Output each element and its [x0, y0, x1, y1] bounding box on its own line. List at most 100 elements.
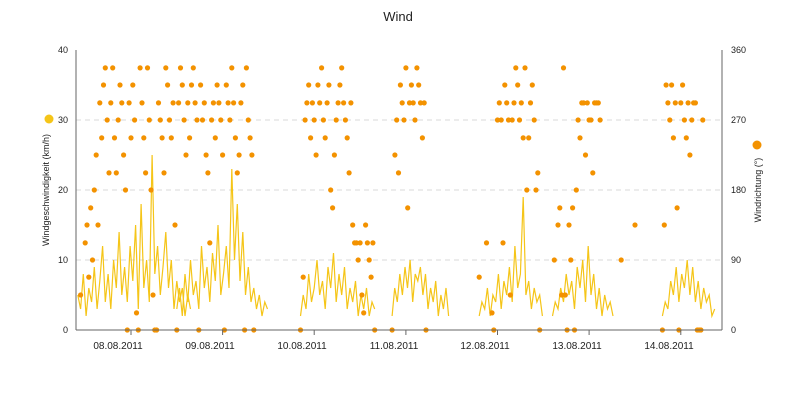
- wind-direction-point: [518, 100, 524, 106]
- wind-direction-point: [570, 205, 576, 211]
- wind-direction-point: [562, 292, 568, 298]
- wind-direction-point: [328, 187, 334, 193]
- chart-title: Wind: [383, 9, 413, 24]
- y-tick-right: 90: [731, 255, 741, 265]
- wind-direction-point: [401, 117, 407, 123]
- wind-direction-point: [681, 117, 688, 123]
- wind-direction-point: [526, 135, 532, 141]
- y-tick-right: 360: [731, 45, 746, 55]
- wind-direction-point: [115, 117, 121, 123]
- wind-direction-point: [214, 82, 220, 88]
- wind-direction-point: [243, 65, 249, 71]
- wind-direction-point: [220, 152, 226, 158]
- wind-direction-point: [225, 100, 231, 106]
- wind-direction-point: [300, 274, 306, 280]
- wind-direction-point: [419, 135, 425, 141]
- wind-direction-point: [687, 152, 693, 158]
- wind-direction-point: [93, 152, 99, 158]
- wind-direction-point: [403, 65, 409, 71]
- wind-direction-point: [308, 135, 314, 141]
- wind-direction-point: [397, 82, 403, 88]
- wind-direction-point: [494, 117, 501, 123]
- wind-direction-point: [148, 187, 154, 193]
- wind-direction-point: [669, 82, 675, 88]
- wind-direction-point: [410, 100, 416, 106]
- y-ticks-right: 360 270 180 90 0: [731, 45, 746, 335]
- wind-direction-point: [223, 82, 229, 88]
- wind-direction-point: [110, 65, 116, 71]
- wind-direction-point: [203, 152, 209, 158]
- wind-direction-point: [150, 292, 156, 298]
- wind-direction-point: [513, 65, 519, 71]
- wind-direction-point: [692, 100, 699, 106]
- y-tick-left: 10: [58, 255, 68, 265]
- wind-direction-point: [249, 152, 255, 158]
- wind-direction-point: [421, 100, 427, 106]
- wind-direction-point: [533, 187, 539, 193]
- x-ticks: [130, 330, 682, 335]
- wind-direction-point: [678, 100, 684, 106]
- wind-direction-point: [392, 152, 398, 158]
- wind-direction-point: [205, 170, 211, 176]
- wind-direction-point: [515, 82, 521, 88]
- wind-direction-point: [201, 100, 207, 106]
- wind-direction-point: [209, 117, 215, 123]
- direction-legend-marker: [752, 140, 762, 150]
- wind-direction-point: [500, 240, 506, 246]
- wind-direction-point: [102, 65, 108, 71]
- wind-direction-point: [524, 187, 530, 193]
- date-label: 14.08.2011: [644, 341, 694, 352]
- wind-direction-point: [399, 100, 405, 106]
- wind-direction-point: [236, 152, 242, 158]
- wind-direction-point: [84, 222, 90, 228]
- wind-direction-point: [505, 117, 512, 123]
- wind-direction-point: [185, 100, 191, 106]
- wind-direction-point: [346, 170, 352, 176]
- date-labels: 08.08.2011 09.08.2011 10.08.2011 11.08.2…: [93, 341, 694, 352]
- wind-direction-point: [350, 222, 356, 228]
- wind-speed-line: [551, 245, 614, 317]
- wind-speed-series: [77, 154, 716, 319]
- wind-direction-point: [126, 100, 132, 106]
- y-tick-right: 180: [731, 185, 746, 195]
- grid: [76, 119, 722, 261]
- wind-direction-point: [326, 82, 332, 88]
- wind-direction-point: [166, 117, 173, 123]
- y-tick-right: 0: [731, 325, 736, 335]
- wind-direction-point: [194, 117, 200, 123]
- speed-legend-marker: [44, 114, 54, 124]
- wind-direction-point: [496, 100, 502, 106]
- y-tick-left: 0: [63, 325, 68, 335]
- wind-direction-point: [113, 170, 119, 176]
- wind-direction-point: [394, 117, 400, 123]
- wind-direction-point: [395, 170, 402, 176]
- wind-direction-point: [306, 82, 312, 88]
- wind-direction-point: [670, 135, 677, 141]
- date-label: 12.08.2011: [460, 341, 510, 352]
- wind-direction-point: [595, 100, 601, 106]
- wind-direction-point: [170, 100, 176, 106]
- y-tick-left: 20: [58, 185, 68, 195]
- wind-speed-line: [299, 252, 376, 317]
- wind-speed-line: [478, 196, 543, 317]
- date-label: 10.08.2011: [277, 341, 327, 352]
- wind-direction-point: [665, 100, 671, 106]
- wind-direction-point: [121, 152, 127, 158]
- wind-direction-point: [179, 82, 185, 88]
- wind-speed-line: [661, 259, 716, 319]
- date-label: 08.08.2011: [93, 341, 143, 352]
- wind-direction-point: [141, 135, 147, 141]
- wind-direction-point: [190, 65, 196, 71]
- wind-direction-point: [199, 117, 206, 123]
- y-axis-left-title: Windgeschwindigkeit (km/h): [41, 114, 54, 246]
- wind-direction-point: [161, 170, 167, 176]
- wind-direction-point: [238, 100, 244, 106]
- y-axis-right-label: Windrichtung (°): [753, 158, 763, 223]
- wind-direction-point: [165, 82, 171, 88]
- wind-direction-point: [674, 205, 680, 211]
- y-ticks-left: 40 30 20 10 0: [58, 45, 68, 335]
- wind-direction-point: [412, 117, 418, 123]
- wind-direction-point: [507, 292, 513, 298]
- wind-direction-point: [163, 65, 169, 71]
- wind-direction-point: [516, 117, 523, 123]
